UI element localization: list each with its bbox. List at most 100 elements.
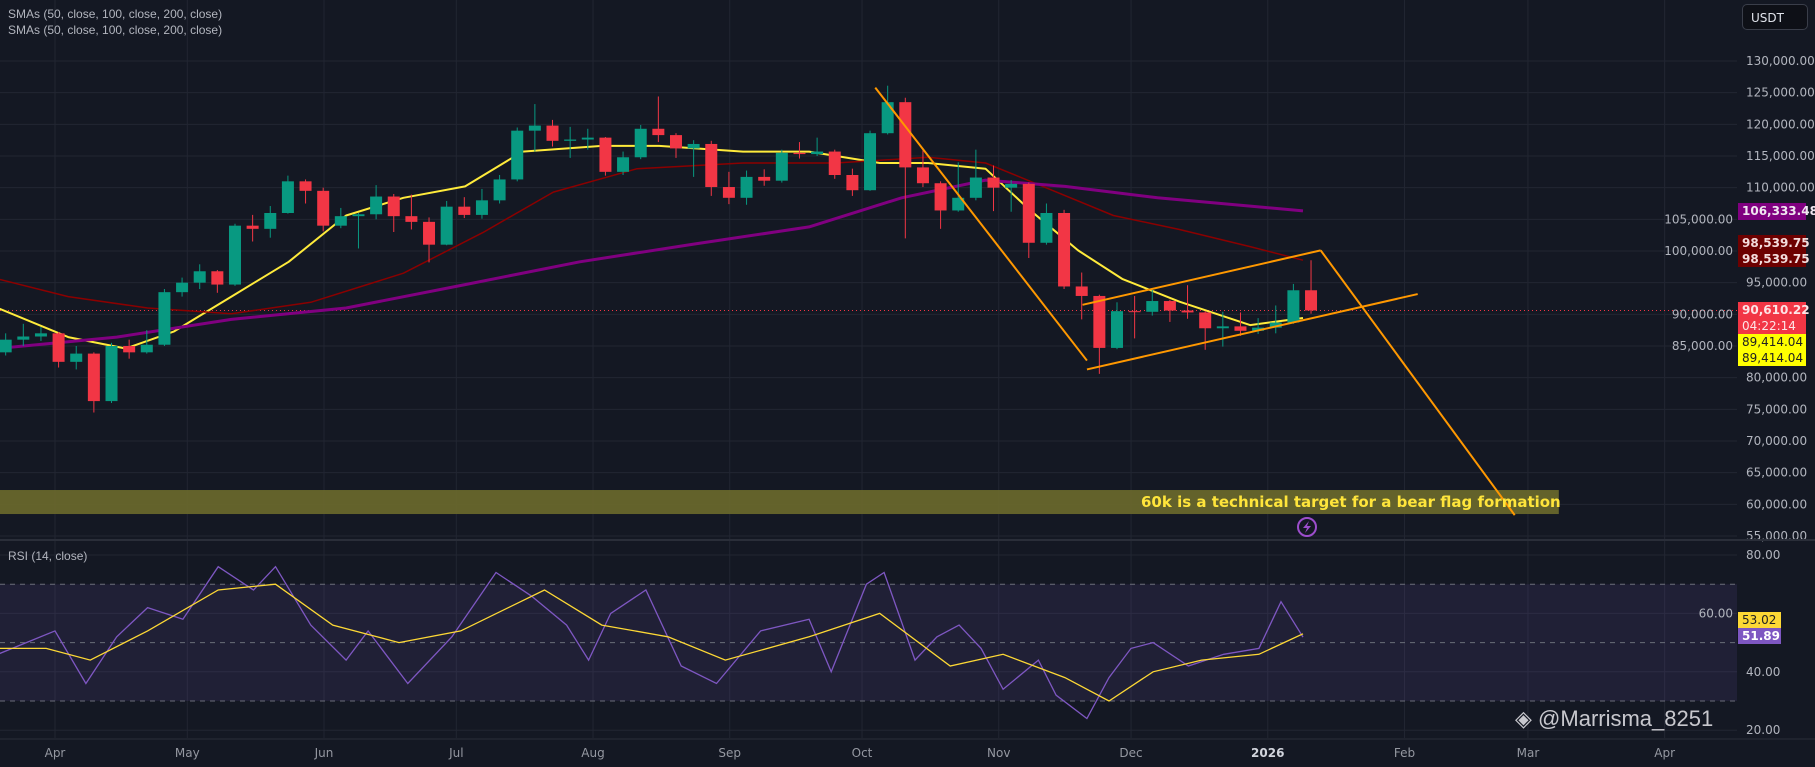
time-tick-label: Oct <box>852 746 873 760</box>
candle <box>387 196 400 217</box>
rsi-tick-label: 80.00 <box>1746 548 1780 562</box>
sma50-price-label: 89,414.04 <box>1738 334 1806 350</box>
sma200-price-label: 106,333.48 <box>1738 203 1815 220</box>
annotation-text[interactable]: 60k is a technical target for a bear fla… <box>1141 493 1561 511</box>
candle <box>599 137 612 172</box>
candle <box>652 128 665 136</box>
trendline <box>1082 249 1321 306</box>
candle <box>1075 286 1088 296</box>
time-tick-label: Mar <box>1517 746 1540 760</box>
price-tick-label: 90,000.00 <box>1672 307 1733 321</box>
price-tick-label: 105,000.00 <box>1664 212 1733 226</box>
price-tick-label: 80,000.00 <box>1746 371 1807 385</box>
rsi-ma-label: 53.02 <box>1738 612 1781 628</box>
candle <box>634 128 647 158</box>
price-tick-label: 125,000.00 <box>1746 86 1815 100</box>
candle <box>969 177 982 198</box>
candle <box>546 125 559 141</box>
candle <box>669 135 682 149</box>
price-tick-label: 130,000.00 <box>1746 54 1815 68</box>
sma100-price-label: 98,539.75 <box>1738 251 1810 267</box>
candle <box>140 344 153 353</box>
candle <box>105 345 118 402</box>
time-tick-label: Apr <box>1654 746 1675 760</box>
trendlines[interactable] <box>874 86 1516 516</box>
sma-line-sma50 <box>0 144 1304 350</box>
time-tick-label: Aug <box>581 746 604 760</box>
time-tick-label: Jul <box>448 746 463 760</box>
candle <box>370 196 383 215</box>
candle <box>423 221 436 245</box>
candle <box>246 225 259 229</box>
candle <box>440 206 453 245</box>
candle <box>899 102 912 168</box>
time-tick-label: Nov <box>987 746 1010 760</box>
trendline <box>1319 249 1516 516</box>
candle <box>1199 312 1212 329</box>
rsi-ma-line <box>0 583 1304 702</box>
rsi-tick-label: 20.00 <box>1746 723 1780 737</box>
rsi-tick-label: 60.00 <box>1699 606 1733 620</box>
candle <box>70 353 83 362</box>
candle <box>299 181 312 191</box>
candle <box>1252 327 1265 331</box>
indicator-legend-rsi[interactable]: RSI (14, close) <box>8 549 88 563</box>
rsi-value-label: 51.89 <box>1738 628 1781 644</box>
candle <box>934 183 947 211</box>
time-tick-label: 2026 <box>1251 746 1284 760</box>
candle <box>687 143 700 149</box>
rsi-band <box>0 583 1737 702</box>
bar-countdown: 04:22:14 <box>1738 318 1806 334</box>
candle <box>123 345 136 353</box>
indicator-legend-sma-2[interactable]: SMAs (50, close, 100, close, 200, close) <box>8 23 223 37</box>
candles <box>0 85 1318 413</box>
candle <box>281 181 294 213</box>
indicator-legend-sma-1[interactable]: SMAs (50, close, 100, close, 200, close) <box>8 7 223 21</box>
candle <box>52 333 65 362</box>
trendline <box>1086 293 1418 371</box>
currency-button[interactable]: USDT <box>1742 4 1808 30</box>
candle <box>775 152 788 181</box>
lightning-icon[interactable] <box>1297 517 1317 537</box>
candle <box>581 137 594 140</box>
price-tick-label: 65,000.00 <box>1746 466 1807 480</box>
candle <box>334 216 347 226</box>
candle <box>193 271 206 283</box>
candle <box>1234 326 1247 331</box>
time-tick-label: May <box>175 746 200 760</box>
sma-line-sma100 <box>0 156 1304 315</box>
rsi-tick-label: 40.00 <box>1746 665 1780 679</box>
candle <box>1269 322 1282 328</box>
sma-line-sma200 <box>0 178 1304 350</box>
candle <box>1093 295 1106 348</box>
candle <box>0 339 12 353</box>
exchange-logo-icon: ◈ <box>1515 706 1532 731</box>
sma50-price-label: 89,414.04 <box>1738 350 1806 366</box>
target-zone-rect <box>0 490 1559 515</box>
price-tick-label: 110,000.00 <box>1746 181 1815 195</box>
candle <box>1163 301 1176 311</box>
candle <box>493 179 506 201</box>
sma-lines <box>0 144 1304 350</box>
rsi-line <box>0 565 1304 720</box>
candle <box>617 157 630 172</box>
candle <box>176 282 189 293</box>
watermark-handle: @Marrisma_8251 <box>1538 706 1714 731</box>
time-tick-label: Jun <box>314 746 334 760</box>
candle <box>1058 212 1071 287</box>
candle <box>1005 183 1018 188</box>
candle <box>864 133 877 191</box>
candle <box>1040 212 1053 243</box>
rsi-lines <box>0 565 1304 720</box>
time-tick-label: Feb <box>1394 746 1415 760</box>
candle <box>740 176 753 198</box>
candle <box>722 187 735 198</box>
candle <box>1110 311 1123 348</box>
rsi-band-fill <box>0 584 1737 701</box>
candle <box>34 333 47 337</box>
candle <box>793 152 806 155</box>
candle <box>881 102 894 134</box>
grid <box>0 0 1737 738</box>
candle <box>475 200 488 215</box>
